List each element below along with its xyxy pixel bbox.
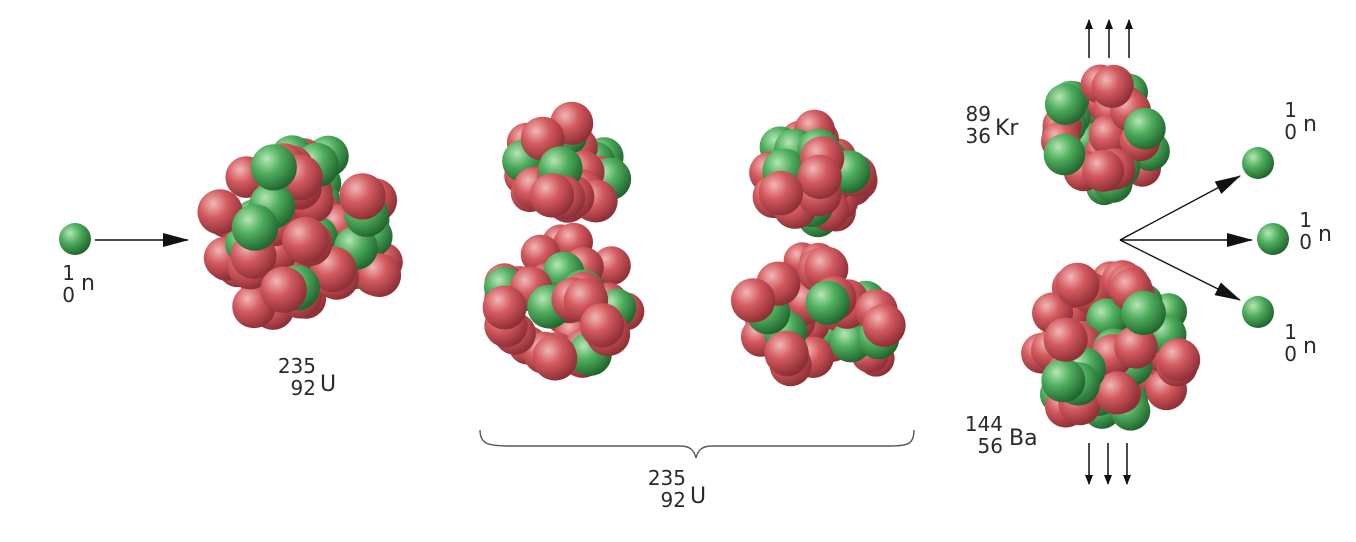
- atomic-number: 0: [1284, 120, 1297, 144]
- deformed-nucleus-dumbbell: [730, 109, 906, 387]
- atomic-number: 92: [660, 488, 686, 512]
- barium-label: 144 56 Ba: [955, 414, 1055, 462]
- grouping-brace: [479, 429, 915, 459]
- neutron-sphere: [250, 144, 297, 191]
- element-symbol: n: [1318, 222, 1332, 247]
- mass-number: 235: [277, 354, 316, 378]
- element-symbol: n: [1303, 334, 1317, 359]
- proton-sphere: [197, 189, 243, 235]
- mass-number: 1: [1284, 320, 1297, 344]
- mass-number: 89: [965, 102, 991, 126]
- proton-sphere: [1157, 338, 1201, 382]
- krypton-label: 89 36 Kr: [955, 104, 1035, 152]
- neutron-sphere: [1121, 290, 1166, 336]
- element-symbol: n: [81, 271, 95, 296]
- incoming-neutron: [59, 223, 91, 255]
- proton-sphere: [579, 303, 625, 348]
- incoming-neutron-label: 1 0 n: [55, 263, 105, 311]
- neutron-sphere: [1123, 107, 1166, 150]
- mass-number: 144: [964, 412, 1003, 436]
- atomic-number: 56: [977, 434, 1003, 458]
- proton-sphere: [1082, 149, 1125, 192]
- deformed-uranium-label: 235 92 U: [640, 468, 730, 516]
- barium-recoil-arrows: [1085, 443, 1131, 485]
- element-symbol: Kr: [995, 116, 1019, 141]
- proton-sphere: [1114, 325, 1158, 369]
- emitted-neutron-3-label: 1 0 n: [1275, 322, 1335, 370]
- uranium-label: 235 92 U: [270, 356, 360, 404]
- emitted-neutron-3: [1242, 296, 1274, 328]
- emitted-neutron-1-label: 1 0 n: [1275, 100, 1335, 148]
- proton-sphere: [529, 173, 575, 218]
- proton-sphere: [758, 170, 803, 216]
- neutron-sphere: [1041, 358, 1086, 403]
- neutron-sphere: [805, 280, 850, 325]
- proton-sphere: [797, 154, 842, 200]
- proton-sphere: [339, 173, 386, 220]
- emitted-neutron-2: [1257, 223, 1289, 255]
- element-symbol: U: [320, 372, 337, 397]
- mass-number: 235: [647, 466, 686, 490]
- proton-sphere: [482, 285, 527, 330]
- barium-nucleus: [1021, 260, 1201, 431]
- proton-sphere: [282, 216, 329, 264]
- neutron-sphere: [231, 204, 279, 251]
- atomic-number: 0: [1299, 230, 1312, 254]
- atomic-number: 0: [62, 283, 75, 307]
- deformed-nucleus-elongated: [482, 101, 645, 381]
- neutron-sphere: [1043, 133, 1086, 176]
- krypton-recoil-arrows: [1085, 19, 1133, 58]
- proton-sphere: [862, 303, 906, 347]
- mass-number: 1: [1299, 208, 1312, 232]
- neutron-sphere: [1044, 83, 1087, 126]
- element-symbol: n: [1303, 112, 1317, 137]
- emitted-neutron-arrows: [1119, 175, 1253, 301]
- uranium-nucleus: [197, 135, 403, 330]
- mass-number: 1: [62, 261, 75, 285]
- proton-sphere: [1043, 317, 1088, 362]
- proton-sphere: [1091, 66, 1133, 108]
- atomic-number: 0: [1284, 342, 1297, 366]
- proton-sphere: [532, 336, 578, 381]
- proton-sphere: [1095, 371, 1139, 415]
- proton-sphere: [764, 330, 809, 375]
- element-symbol: U: [690, 484, 707, 509]
- proton-sphere: [260, 266, 307, 313]
- atomic-number: 36: [965, 124, 991, 148]
- emitted-neutron-1: [1242, 147, 1274, 179]
- atomic-number: 92: [290, 376, 316, 400]
- krypton-nucleus: [1041, 64, 1170, 206]
- element-symbol: Ba: [1009, 426, 1038, 451]
- emitted-neutron-2-label: 1 0 n: [1290, 210, 1350, 258]
- proton-sphere: [1055, 262, 1100, 307]
- proton-sphere: [730, 278, 776, 323]
- mass-number: 1: [1284, 98, 1297, 122]
